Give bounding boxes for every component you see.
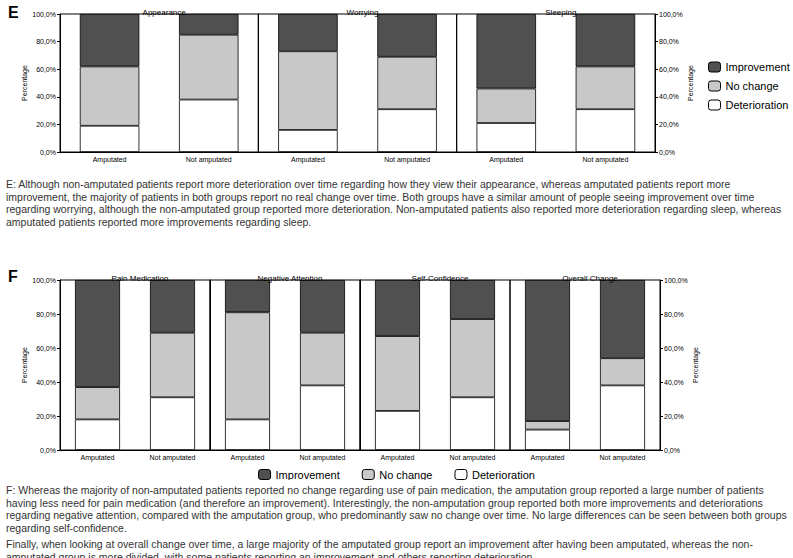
svg-text:Negative Attention: Negative Attention: [258, 274, 323, 283]
svg-text:Deterioration: Deterioration: [726, 99, 789, 111]
svg-text:Not amputated: Not amputated: [300, 454, 346, 462]
svg-text:20,0%: 20,0%: [36, 121, 56, 128]
svg-text:60,0%: 60,0%: [36, 66, 56, 73]
svg-text:60,0%: 60,0%: [659, 66, 679, 73]
svg-text:100,0%: 100,0%: [659, 11, 683, 18]
svg-text:60,0%: 60,0%: [664, 345, 684, 352]
svg-text:Amputated: Amputated: [291, 156, 325, 164]
svg-text:Not amputated: Not amputated: [186, 156, 232, 164]
svg-text:Self-Confidence: Self-Confidence: [412, 274, 469, 283]
html-text:F: Whereas the majority of non: F: Whereas the majority of non-amputated…: [6, 484, 787, 534]
svg-text:Not amputated: Not amputated: [450, 454, 496, 462]
svg-text:Not amputated: Not amputated: [384, 156, 430, 164]
svg-text:Improvement: Improvement: [276, 469, 340, 481]
html-text:E: Although non-amputated pati: E: Although non-amputated patients repor…: [6, 178, 782, 228]
svg-text:80,0%: 80,0%: [664, 311, 684, 318]
svg-text:80,0%: 80,0%: [36, 311, 56, 318]
svg-text:Not amputated: Not amputated: [582, 156, 628, 164]
svg-text:Sleeping: Sleeping: [545, 8, 576, 17]
svg-text:40,0%: 40,0%: [664, 379, 684, 386]
svg-text:Improvement: Improvement: [726, 61, 790, 73]
svg-text:Amputated: Amputated: [489, 156, 523, 164]
svg-text:60,0%: 60,0%: [36, 345, 56, 352]
svg-text:0,0%: 0,0%: [664, 447, 680, 454]
svg-text:Amputated: Amputated: [81, 454, 115, 462]
svg-text:0,0%: 0,0%: [40, 447, 56, 454]
svg-text:40,0%: 40,0%: [36, 379, 56, 386]
svg-text:40,0%: 40,0%: [659, 93, 679, 100]
svg-text:100,0%: 100,0%: [664, 277, 688, 284]
svg-text:100,0%: 100,0%: [32, 277, 56, 284]
svg-text:F: F: [8, 268, 18, 285]
svg-text:Amputated: Amputated: [531, 454, 565, 462]
svg-text:20,0%: 20,0%: [664, 413, 684, 420]
svg-text:Pain Medication: Pain Medication: [112, 274, 169, 283]
svg-text:40,0%: 40,0%: [36, 93, 56, 100]
svg-text:Amputated: Amputated: [93, 156, 127, 164]
svg-text:Worrying: Worrying: [347, 8, 379, 17]
svg-text:Percentage: Percentage: [687, 65, 695, 101]
svg-text:Not amputated: Not amputated: [600, 454, 646, 462]
svg-text:Not amputated: Not amputated: [150, 454, 196, 462]
svg-text:20,0%: 20,0%: [36, 413, 56, 420]
svg-text:80,0%: 80,0%: [659, 38, 679, 45]
svg-text:Overall Change: Overall Change: [562, 274, 618, 283]
svg-text:Amputated: Amputated: [231, 454, 265, 462]
svg-text:E: E: [8, 4, 19, 21]
svg-text:0,0%: 0,0%: [40, 149, 56, 156]
svg-text:100,0%: 100,0%: [32, 11, 56, 18]
svg-text:20,0%: 20,0%: [659, 121, 679, 128]
svg-text:Amputated: Amputated: [381, 454, 415, 462]
svg-text:Deterioration: Deterioration: [472, 469, 535, 481]
svg-text:0,0%: 0,0%: [659, 149, 675, 156]
svg-text:Percentage: Percentage: [692, 347, 700, 383]
svg-text:No change: No change: [726, 80, 779, 92]
svg-text:Appearance: Appearance: [143, 8, 187, 17]
svg-text:No change: No change: [379, 469, 432, 481]
svg-text:80,0%: 80,0%: [36, 38, 56, 45]
svg-text:Percentage: Percentage: [21, 65, 29, 101]
svg-text:Percentage: Percentage: [21, 347, 29, 383]
